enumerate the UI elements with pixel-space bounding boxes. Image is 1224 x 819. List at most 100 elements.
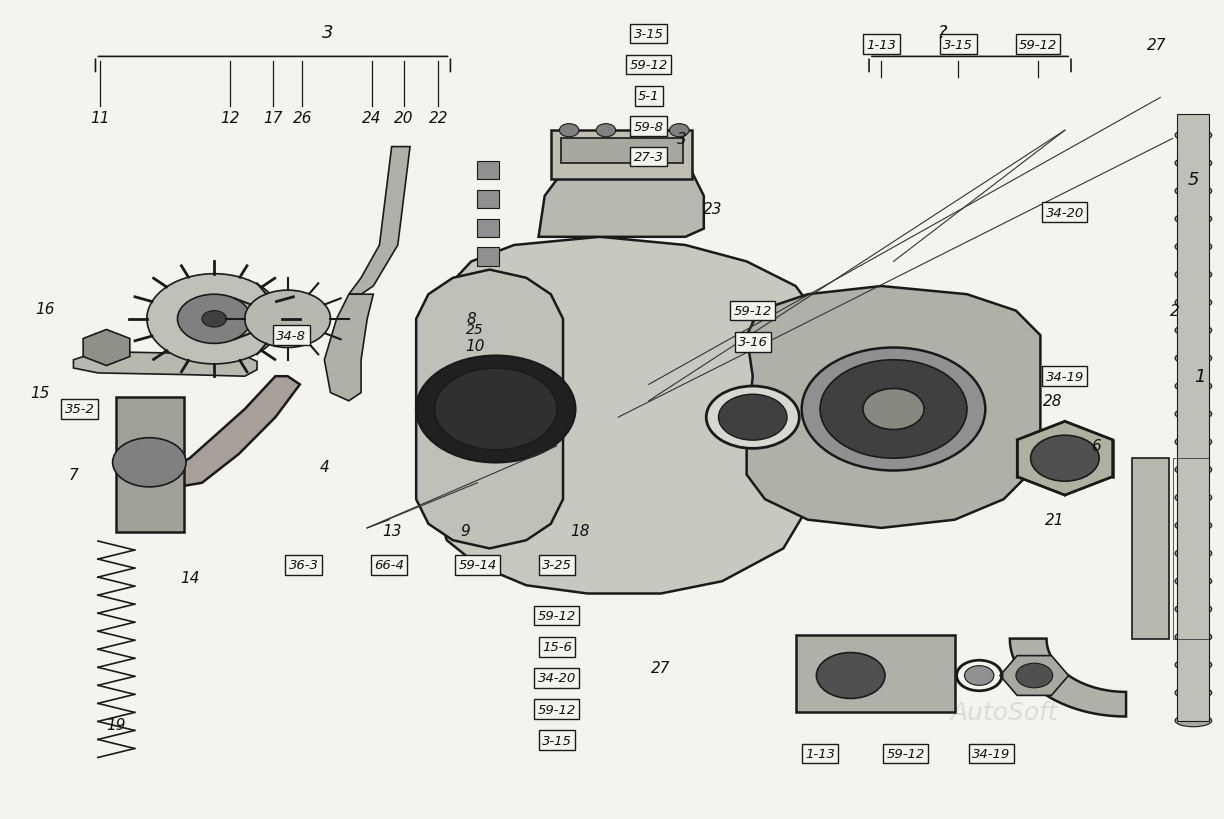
Text: 2: 2 — [1170, 304, 1180, 319]
Text: 1: 1 — [1193, 368, 1206, 386]
Text: 3-16: 3-16 — [738, 336, 767, 349]
Ellipse shape — [1175, 129, 1212, 142]
Circle shape — [177, 295, 251, 344]
Text: 12: 12 — [220, 111, 240, 126]
Text: 26: 26 — [293, 111, 312, 126]
Text: 14: 14 — [180, 570, 200, 585]
Text: 36-3: 36-3 — [289, 559, 318, 572]
Polygon shape — [349, 147, 410, 295]
Circle shape — [202, 311, 226, 328]
Ellipse shape — [1175, 603, 1212, 616]
Bar — [116, 397, 184, 532]
Text: 59-14: 59-14 — [458, 559, 497, 572]
Ellipse shape — [1175, 575, 1212, 588]
Polygon shape — [1017, 422, 1113, 495]
Text: 59-12: 59-12 — [886, 747, 925, 760]
Circle shape — [416, 356, 575, 463]
Circle shape — [670, 124, 689, 138]
Bar — [1173, 459, 1209, 639]
Bar — [477, 162, 499, 180]
Ellipse shape — [1175, 714, 1212, 727]
Text: 24: 24 — [362, 111, 382, 126]
Bar — [796, 635, 955, 713]
Polygon shape — [428, 238, 820, 594]
Text: 18: 18 — [570, 523, 590, 538]
Text: 1-13: 1-13 — [867, 38, 896, 52]
Ellipse shape — [1175, 213, 1212, 225]
Text: 15: 15 — [31, 386, 50, 400]
Ellipse shape — [1175, 380, 1212, 392]
Text: 27-3: 27-3 — [634, 151, 663, 164]
Text: ?: ? — [938, 24, 947, 42]
Circle shape — [965, 666, 994, 686]
Polygon shape — [159, 377, 300, 487]
Text: 35-2: 35-2 — [65, 403, 94, 416]
Text: 59-12: 59-12 — [629, 59, 668, 72]
Text: 34-19: 34-19 — [972, 747, 1011, 760]
Text: 13: 13 — [382, 523, 401, 538]
Text: 17: 17 — [263, 111, 283, 126]
Circle shape — [1016, 663, 1053, 688]
Polygon shape — [73, 352, 257, 377]
Text: 59-12: 59-12 — [1018, 38, 1058, 52]
Text: 11: 11 — [91, 111, 110, 126]
Text: 15-6: 15-6 — [542, 640, 572, 654]
Text: 20: 20 — [394, 111, 414, 126]
Ellipse shape — [1175, 464, 1212, 476]
Circle shape — [435, 369, 557, 450]
Ellipse shape — [1175, 324, 1212, 337]
Polygon shape — [416, 270, 563, 549]
Ellipse shape — [1175, 520, 1212, 532]
Text: 4: 4 — [319, 459, 329, 474]
Text: 34-20: 34-20 — [1045, 206, 1084, 219]
Circle shape — [147, 274, 282, 364]
Circle shape — [245, 291, 330, 348]
Text: 10: 10 — [465, 338, 485, 353]
Text: 1-13: 1-13 — [805, 747, 835, 760]
Text: 19: 19 — [106, 717, 126, 732]
Text: 5: 5 — [1187, 171, 1200, 189]
Bar — [551, 131, 692, 180]
Text: 9: 9 — [460, 523, 470, 538]
Text: 59-12: 59-12 — [537, 703, 577, 716]
Ellipse shape — [1175, 548, 1212, 560]
Text: 21: 21 — [1045, 513, 1065, 527]
Bar — [477, 219, 499, 238]
Circle shape — [816, 653, 885, 699]
Circle shape — [863, 389, 924, 430]
Polygon shape — [1010, 639, 1126, 717]
Ellipse shape — [1175, 686, 1212, 699]
Ellipse shape — [1175, 408, 1212, 421]
Text: 27: 27 — [1147, 38, 1166, 52]
Text: 59-12: 59-12 — [537, 609, 577, 622]
Text: 25: 25 — [466, 322, 483, 337]
Text: AutoSoft: AutoSoft — [950, 700, 1058, 725]
Circle shape — [718, 395, 787, 441]
Text: 23: 23 — [703, 201, 722, 216]
Text: 34-8: 34-8 — [277, 329, 306, 342]
Polygon shape — [83, 330, 130, 366]
Text: 8: 8 — [466, 312, 476, 327]
Bar — [477, 191, 499, 209]
Text: 22: 22 — [428, 111, 448, 126]
Ellipse shape — [1175, 631, 1212, 644]
Bar — [561, 139, 683, 164]
Circle shape — [596, 124, 616, 138]
Text: 5-1: 5-1 — [638, 90, 660, 103]
Text: 3-15: 3-15 — [944, 38, 973, 52]
Text: 16: 16 — [35, 302, 55, 317]
Text: 3: 3 — [322, 24, 334, 42]
Ellipse shape — [1175, 491, 1212, 504]
Polygon shape — [324, 295, 373, 401]
Ellipse shape — [1175, 352, 1212, 364]
Text: 34-19: 34-19 — [1045, 370, 1084, 383]
Polygon shape — [539, 156, 704, 238]
Text: 66-4: 66-4 — [375, 559, 404, 572]
Polygon shape — [747, 287, 1040, 528]
Text: 28: 28 — [1043, 394, 1062, 409]
Text: 59-12: 59-12 — [733, 305, 772, 318]
Text: 59-8: 59-8 — [634, 120, 663, 133]
Text: 3-15: 3-15 — [542, 734, 572, 747]
Circle shape — [802, 348, 985, 471]
Ellipse shape — [1175, 269, 1212, 282]
